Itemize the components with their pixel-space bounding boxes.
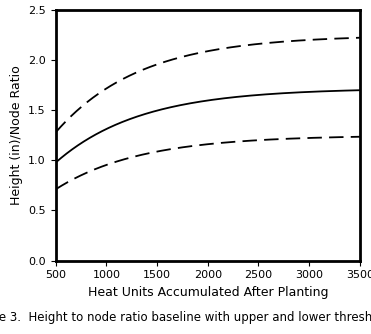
Text: Figure 3.  Height to node ratio baseline with upper and lower thresholds.: Figure 3. Height to node ratio baseline … xyxy=(0,311,371,324)
X-axis label: Heat Units Accumulated After Planting: Heat Units Accumulated After Planting xyxy=(88,286,328,299)
Y-axis label: Height (in)/Node Ratio: Height (in)/Node Ratio xyxy=(10,65,23,205)
